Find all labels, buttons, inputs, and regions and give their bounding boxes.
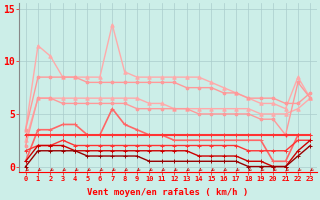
X-axis label: Vent moyen/en rafales ( km/h ): Vent moyen/en rafales ( km/h ) — [87, 188, 249, 197]
